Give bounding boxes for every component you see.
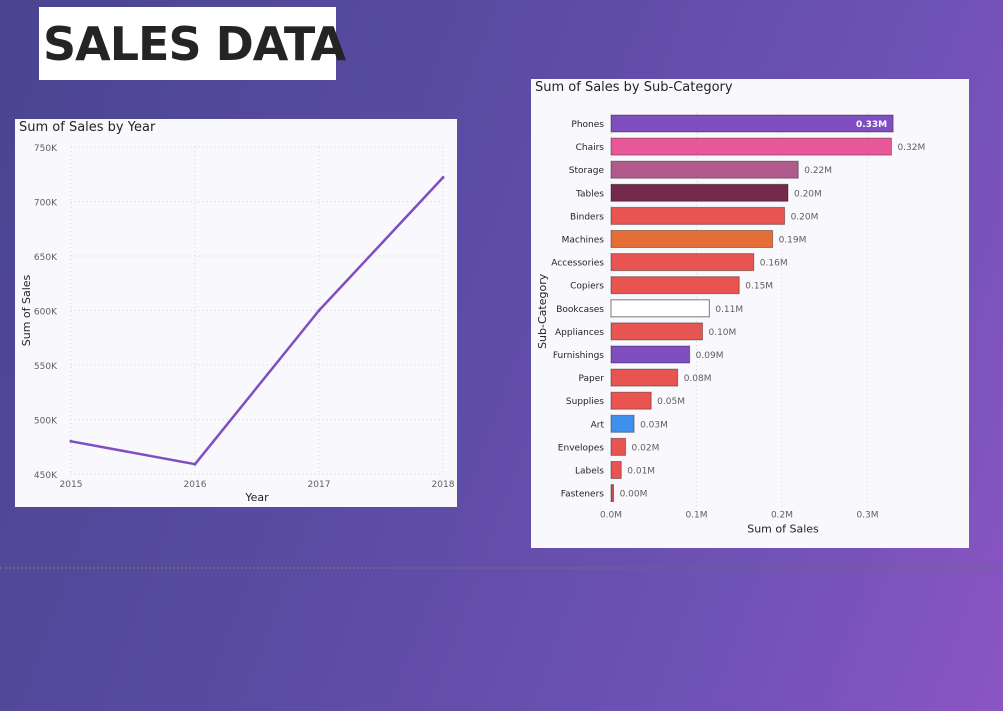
data-label: 0.32M <box>897 143 925 153</box>
category-label: Chairs <box>576 143 605 153</box>
category-label: Art <box>591 420 605 430</box>
y-tick-label: 450K <box>34 471 58 481</box>
bar-appliances <box>610 322 703 341</box>
data-label: 0.20M <box>794 189 822 199</box>
bar-chart: 0.0M 0.1M 0.2M 0.3M Sum of Sales Sub-Category… <box>536 113 925 536</box>
line-chart: 450K 500K 550K 600K 650K 700K 750K 2015 2016 2017… <box>20 144 455 504</box>
data-label: 0.20M <box>791 212 819 222</box>
bar-chairs <box>610 137 892 156</box>
data-label: 0.02M <box>632 443 660 453</box>
x-tick-label: 2017 <box>308 480 331 490</box>
bar-binders <box>610 206 786 225</box>
bar-fasteners <box>610 484 615 503</box>
bar-chart-card[interactable]: Sum of Sales by Sub-Category 0.0M 0.1M 0.2… <box>531 79 969 548</box>
y-tick-label: 650K <box>34 253 58 263</box>
bar-tables <box>610 183 789 202</box>
y-axis-label: Sum of Sales <box>20 274 33 346</box>
category-label: Binders <box>570 212 604 222</box>
bar-paper <box>610 368 679 387</box>
page-title-box: SALES DATA <box>39 7 346 80</box>
category-label: Envelopes <box>558 443 605 453</box>
bar-chart-title: Sum of Sales by Sub-Category <box>535 80 733 95</box>
data-label: 0.16M <box>760 259 788 269</box>
bar-phones <box>610 114 894 133</box>
data-label: 0.11M <box>715 305 743 315</box>
data-label: 0.22M <box>804 166 832 176</box>
y-tick-label: 750K <box>34 144 58 154</box>
data-point-2018 <box>441 176 445 180</box>
x-tick-label: 0.1M <box>685 511 707 521</box>
bar-bookcases <box>610 299 710 318</box>
category-label: Appliances <box>555 328 604 338</box>
line-chart-title: Sum of Sales by Year <box>19 120 156 135</box>
bar-labels <box>610 461 622 479</box>
data-point-2015 <box>69 439 73 443</box>
y-tick-label: 600K <box>34 308 58 318</box>
sales-line <box>70 176 444 466</box>
data-label: 0.08M <box>684 374 712 384</box>
category-label: Accessories <box>551 259 604 269</box>
category-label: Supplies <box>566 397 604 407</box>
data-label: 0.10M <box>708 328 736 338</box>
bar-copiers <box>610 276 740 295</box>
data-label: 0.03M <box>640 420 668 430</box>
bar-accessories <box>610 253 755 272</box>
bar-art <box>610 414 635 433</box>
category-label: Tables <box>575 189 604 199</box>
data-label: 0.05M <box>657 397 685 407</box>
x-axis-label: Year <box>244 491 269 504</box>
x-tick-label: 2015 <box>60 480 83 490</box>
bar-furnishings <box>610 345 691 364</box>
category-label: Copiers <box>570 282 604 292</box>
x-tick-label: 2016 <box>184 480 207 490</box>
data-label: 0.33M <box>856 120 887 130</box>
category-label: Bookcases <box>556 305 604 315</box>
page-divider <box>0 567 1003 569</box>
x-tick-label: 0.3M <box>856 511 878 521</box>
y-tick-label: 700K <box>34 199 58 209</box>
x-tick-label: 0.2M <box>771 511 793 521</box>
category-label: Paper <box>579 374 605 384</box>
data-label: 0.09M <box>696 351 724 361</box>
x-tick-label: 0.0M <box>600 511 622 521</box>
line-chart-card[interactable]: Sum of Sales by Year 450K 500K 550K 600K 650… <box>15 119 457 507</box>
category-label: Labels <box>575 467 604 477</box>
category-label: Furnishings <box>553 351 604 361</box>
y-axis-label: Sub-Category <box>536 273 549 349</box>
x-axis-label: Sum of Sales <box>747 523 819 536</box>
data-point-2017 <box>317 309 321 312</box>
page-title: SALES DATA <box>43 17 346 71</box>
y-tick-label: 500K <box>34 417 58 427</box>
category-label: Machines <box>562 236 605 246</box>
category-label: Phones <box>571 120 604 130</box>
y-tick-label: 550K <box>34 362 58 372</box>
bar-storage <box>610 160 799 179</box>
bar-supplies <box>610 391 652 410</box>
category-label: Storage <box>569 166 605 176</box>
data-label: 0.15M <box>745 282 773 292</box>
bar-machines <box>610 230 774 248</box>
category-label: Fasteners <box>561 490 605 500</box>
data-point-2016 <box>193 462 197 466</box>
data-label: 0.01M <box>627 467 655 477</box>
bar-envelopes <box>610 437 627 456</box>
x-tick-label: 2018 <box>432 480 455 490</box>
data-label: 0.00M <box>620 490 648 500</box>
data-label: 0.19M <box>779 236 807 246</box>
